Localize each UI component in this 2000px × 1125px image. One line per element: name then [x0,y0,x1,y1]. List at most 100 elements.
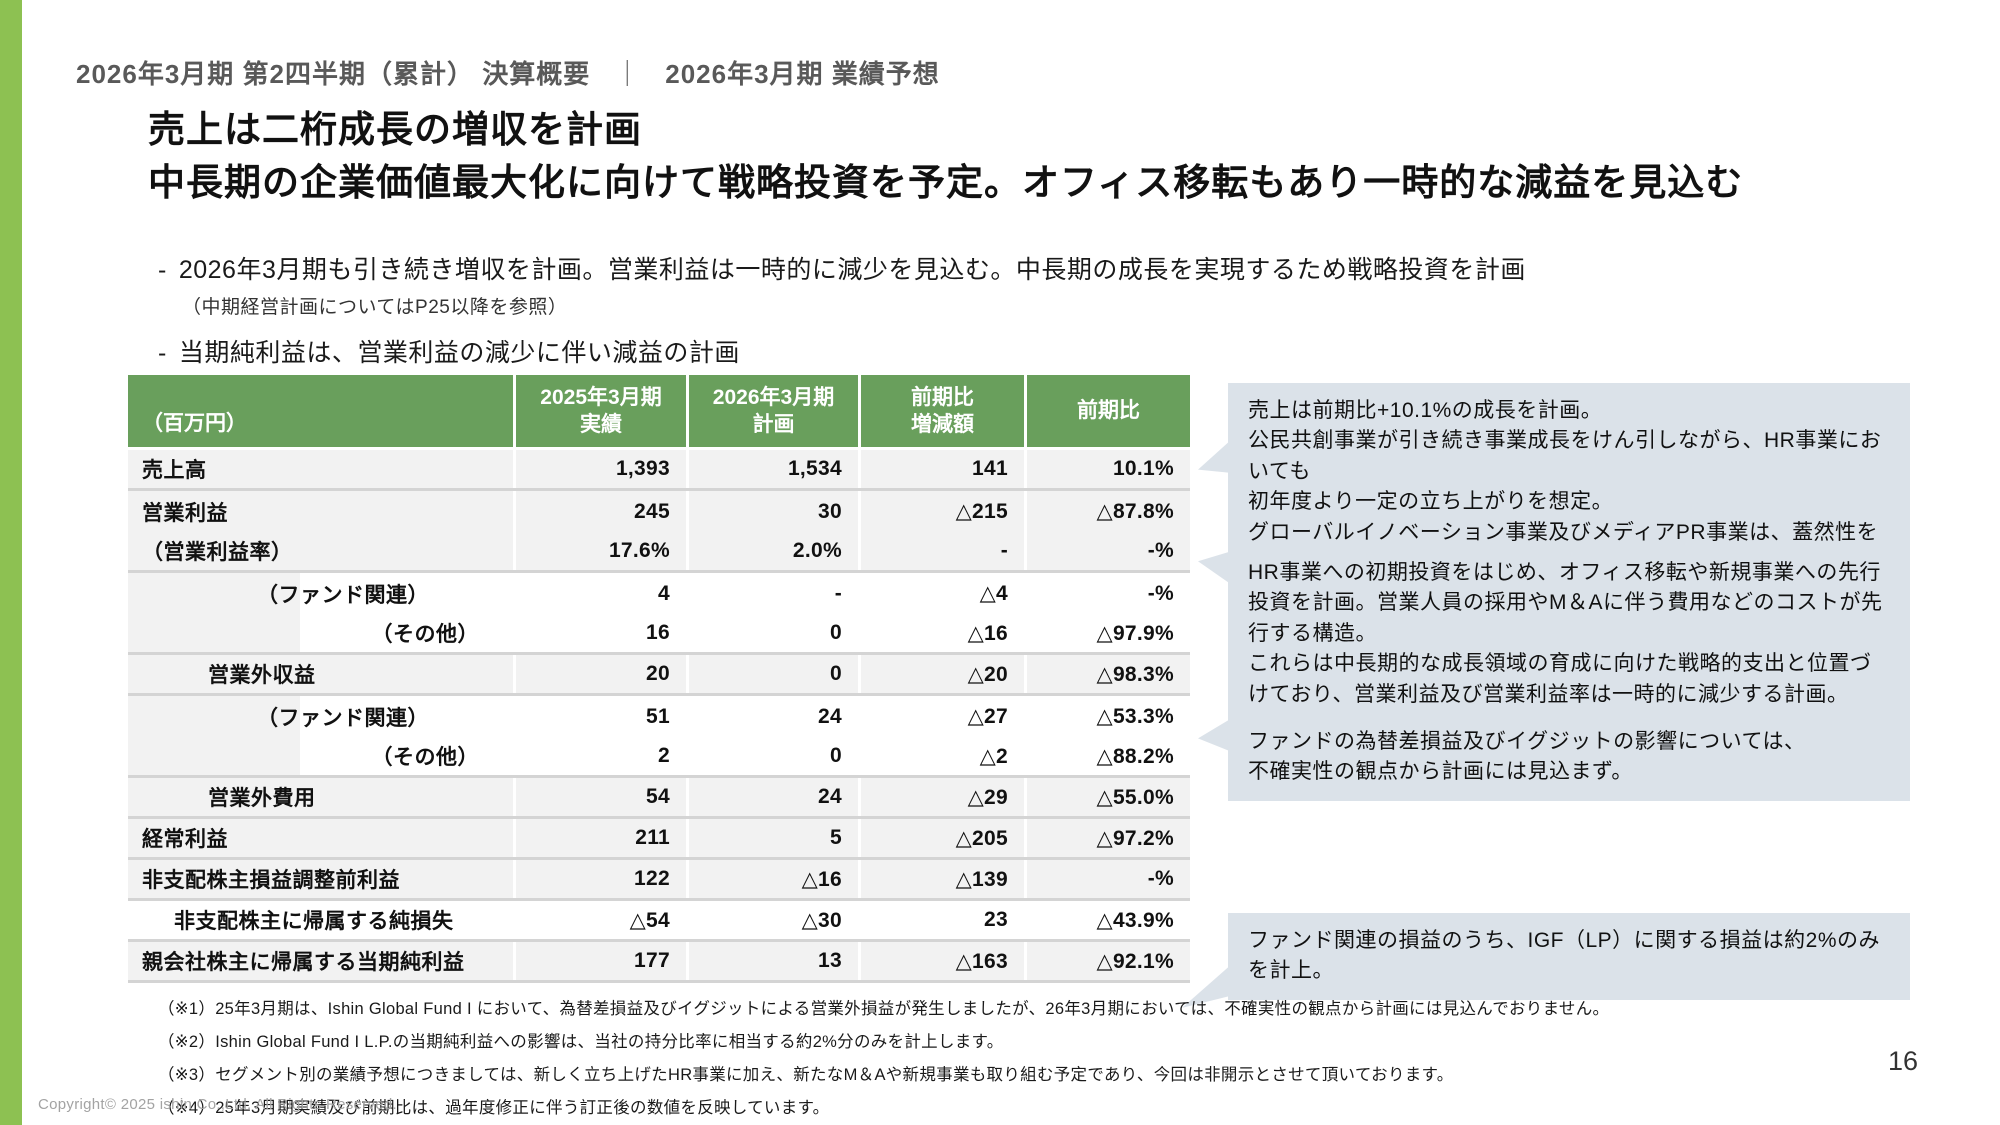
breadcrumb-divider-bar: ｜ [614,59,642,89]
column-header-line1: 前期比 [1077,399,1140,423]
cell-value: △20 [858,655,1024,693]
cell-value: △53.3% [1024,696,1190,737]
table-row: （その他） 16 0 △16 △97.9% [128,614,1190,655]
cell-value: △4 [858,573,1024,614]
row-label-cell: 営業外費用 [128,778,513,816]
cell-value: 245 [513,491,686,532]
row-label-cell: 売上高 [128,450,513,488]
cell-value: 16 [513,614,686,652]
row-label: （ファンド関連） [257,706,429,730]
breadcrumb: 2026年3月期 第2四半期（累計） 決算概要 ｜ 2026年3月期 業績予想 [76,54,940,91]
table-row: 営業利益 245 30 △215 △87.8% [128,491,1190,532]
cell-value: 13 [686,942,858,980]
row-indent-strip [128,696,300,737]
cell-value: △16 [858,614,1024,652]
footnote-line: （※1）25年3月期は、Ishin Global Fund I において、為替差… [158,1000,1610,1018]
row-label-cell: （ファンド関連） [128,696,513,737]
cell-value: △139 [858,860,1024,898]
column-header: 前期比 [1024,375,1190,447]
callout-box: ファンド関連の損益のうち、IGF（LP）に関する損益は約2%のみを計上。 [1182,913,1910,1008]
cell-value: △98.3% [1024,655,1190,693]
cell-value: 24 [686,696,858,737]
results-forecast-table: （百万円） 2025年3月期 実績 2026年3月期 計画 前期比 増減額 前期比 売上高 1… [128,375,1190,983]
row-indent-strip [128,737,300,775]
row-label: （営業利益率） [142,541,293,564]
row-label-cell: 非支配株主に帰属する純損失 [128,901,513,939]
callout-tail [1198,718,1232,752]
row-label-cell: 経常利益 [128,819,513,857]
callout-box: ファンドの為替差損益及びイグジットの影響については、 不確実性の観点から計画には… [1198,714,1910,801]
bullet-1-note: （中期経営計画についてはP25以降を参照） [182,297,568,318]
column-header-line1: 2026年3月期 [712,385,835,409]
table-row: （ファンド関連） 4- △4 -% [128,573,1190,614]
row-label: （その他） [371,746,479,769]
cell-value: △97.9% [1024,614,1190,652]
row-label: （その他） [371,623,479,646]
cell-value: -% [1024,573,1190,614]
row-label: 営業利益 [142,501,228,525]
cell-value: 2.0% [686,532,858,570]
table-row: 経常利益 211 5 △205 △97.2% [128,819,1190,860]
column-header: 2025年3月期 実績 [513,375,686,447]
page-title-line1: 売上は二桁成長の増収を計画 [148,109,642,150]
cell-value: 20 [513,655,686,693]
row-label: 営業外収益 [208,664,316,687]
summary-bullets: - 2026年3月期も引き続き増収を計画。営業利益は一時的に減少を見込む。中長期の… [158,250,1526,369]
cell-value: -% [1024,860,1190,898]
cell-value: △87.8% [1024,491,1190,532]
cell-value: △163 [858,942,1024,980]
cell-value: 24 [686,778,858,816]
table-row: （ファンド関連） 51 24 △27 △53.3% [128,696,1190,737]
cell-value: - [686,573,858,614]
bullet-2-text: 当期純利益は、営業利益の減少に伴い減益の計画 [178,339,740,367]
callout-text: HR事業への初期投資をはじめ、オフィス移転や新規事業への先行投資を計画。営業人員… [1248,561,1883,706]
row-label-cell: 営業外収益 [128,655,513,693]
cell-value: 4 [513,573,686,614]
row-indent-strip [128,573,300,614]
bullet-1-text: 2026年3月期も引き続き増収を計画。営業利益は一時的に減少を見込む。中長期の成… [178,256,1526,284]
cell-value: 0 [686,614,858,652]
cell-value: - [858,532,1024,570]
cell-value: 141 [858,450,1024,488]
row-label-cell: 営業利益 [128,491,513,532]
cell-value: 1,393 [513,450,686,488]
table-row: 非支配株主損益調整前利益 122 △16 △139 -% [128,860,1190,901]
table-unit-label: （百万円） [142,411,247,435]
cell-value: 177 [513,942,686,980]
row-label: 売上高 [142,459,207,482]
cell-value: 211 [513,819,686,857]
callout-text: ファンドの為替差損益及びイグジットの影響については、 不確実性の観点から計画には… [1248,730,1806,784]
row-label: 営業外費用 [208,787,316,810]
cell-value: 23 [858,901,1024,939]
cell-value: △2 [858,737,1024,775]
row-label-cell: （営業利益率） [128,532,513,570]
row-label-cell: （ファンド関連） [128,573,513,614]
callout-tail [1198,439,1232,473]
bullet-marker: - [158,339,167,367]
bullet-1: -2026年3月期も引き続き増収を計画。営業利益は一時的に減少を見込む。中長期の… [158,250,1526,286]
table-row: 売上高 1,393 1,534 141 10.1% [128,450,1190,491]
row-label: 経常利益 [142,828,228,851]
table-row: 親会社株主に帰属する当期純利益 177 13 △163 △92.1% [128,942,1190,983]
cell-value: △29 [858,778,1024,816]
callout-box: HR事業への初期投資をはじめ、オフィス移転や新規事業への先行投資を計画。営業人員… [1198,545,1910,724]
footnotes: （※1）25年3月期は、Ishin Global Fund I において、為替差… [158,995,1609,1125]
row-label: 親会社株主に帰属する当期純利益 [142,951,465,974]
cell-value: △43.9% [1024,901,1190,939]
column-header-line1: 2025年3月期 [540,385,662,409]
page-number: 16 [1887,1046,1918,1076]
cell-value: △27 [858,696,1024,737]
cell-value: △16 [686,860,858,898]
cell-value: 51 [513,696,686,737]
cell-value: △92.1% [1024,942,1190,980]
row-label: 非支配株主損益調整前利益 [142,869,400,892]
footnote-line: （※2）Ishin Global Fund I L.P.の当期純利益への影響は、… [158,1033,1004,1051]
cell-value: 0 [686,655,858,693]
breadcrumb-right: 2026年3月期 業績予想 [665,59,940,89]
table-row: 営業外費用 54 24 △29 △55.0% [128,778,1190,819]
cell-value: △54 [513,901,686,939]
row-label-cell: （その他） [128,614,513,652]
column-header: 前期比 増減額 [858,375,1024,447]
cell-value: 1,534 [686,450,858,488]
table-row: 営業外収益 20 0 △20 △98.3% [128,655,1190,696]
